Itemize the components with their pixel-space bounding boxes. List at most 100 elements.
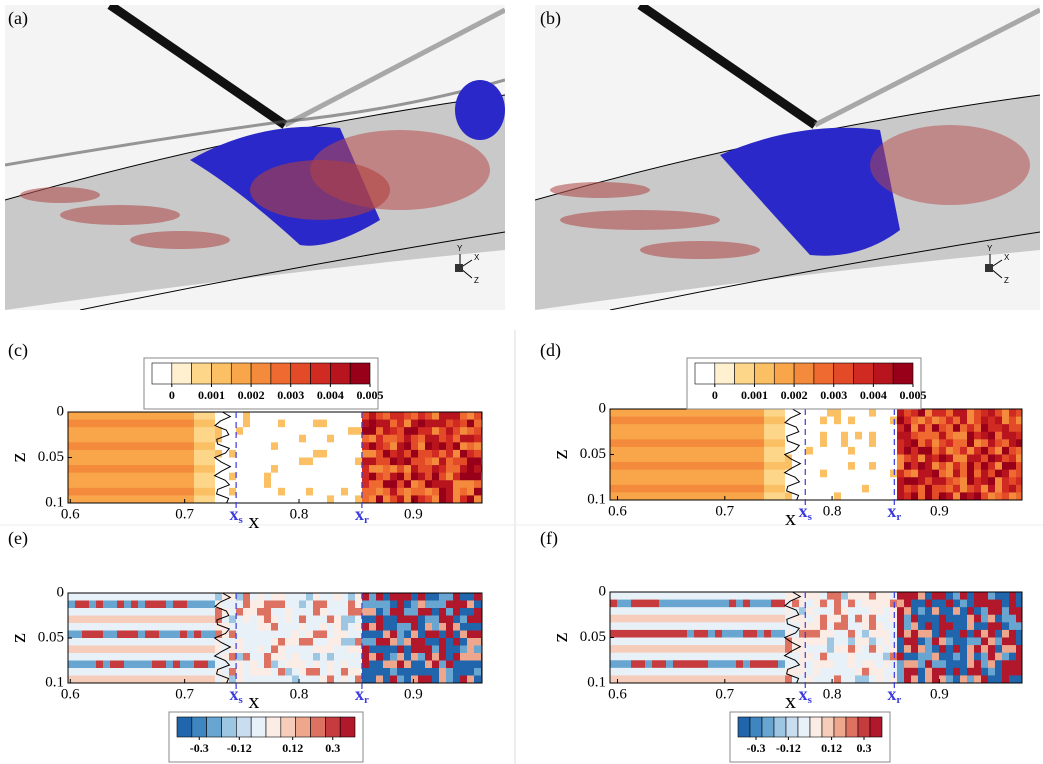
contour-cell <box>799 424 807 433</box>
contour-cell <box>925 439 933 448</box>
contour-cell <box>855 484 863 493</box>
contour-cell <box>617 652 625 661</box>
contour-cell <box>264 472 272 481</box>
contour-cell <box>764 477 772 486</box>
contour-cell <box>610 675 618 684</box>
contour-cell <box>474 653 482 661</box>
contour-cell <box>869 431 877 440</box>
contour-cell <box>229 645 237 654</box>
contour-cell <box>425 638 433 646</box>
contour-cell <box>771 629 779 638</box>
contour-cell <box>855 469 863 478</box>
contour-cell <box>988 477 996 486</box>
contour-cell <box>624 592 632 601</box>
contour-cell <box>383 630 391 639</box>
contour-cell <box>145 487 153 496</box>
contour-cell <box>418 495 426 504</box>
contour-cell <box>666 645 674 654</box>
contour-cell <box>369 480 377 489</box>
contour-cell <box>334 472 342 481</box>
contour-cell <box>862 409 870 418</box>
contour-cell <box>876 667 884 676</box>
contour-cell <box>117 442 125 451</box>
contour-cell <box>708 660 716 669</box>
contour-cell <box>460 419 468 428</box>
contour-cell <box>771 416 779 425</box>
contour-cell <box>694 431 702 440</box>
contour-cell <box>460 480 468 489</box>
contour-cell <box>166 623 174 631</box>
contour-cell <box>918 416 926 425</box>
contour-cell <box>348 668 356 676</box>
contour-cell <box>694 614 702 623</box>
contour-cell <box>680 614 688 623</box>
contour-cell <box>869 409 877 418</box>
contour-cell <box>68 412 76 421</box>
contour-cell <box>292 660 300 669</box>
contour-cell <box>1002 667 1010 676</box>
contour-cell <box>299 449 307 458</box>
contour-cell <box>82 660 90 669</box>
contour-cell <box>278 653 286 661</box>
contour-cell <box>722 652 730 661</box>
contour-cell <box>278 668 286 676</box>
contour-cell <box>110 465 118 474</box>
contour-cell <box>750 614 758 623</box>
contour-cell <box>729 424 737 433</box>
contour-cell <box>89 480 97 489</box>
contour-cell <box>617 484 625 493</box>
contour-cell <box>876 431 884 440</box>
contour-cell <box>932 660 940 669</box>
contour-cell <box>397 623 405 631</box>
contour-cell <box>439 480 447 489</box>
contour-cell <box>701 462 709 471</box>
contour-cell <box>981 469 989 478</box>
x-tick-label: 0.6 <box>608 686 627 702</box>
contour-cell <box>110 457 118 466</box>
contour-cell <box>68 615 76 624</box>
contour-cell <box>750 462 758 471</box>
contour-cell <box>631 599 639 608</box>
contour-cell <box>960 592 968 601</box>
contour-cell <box>981 409 989 418</box>
contour-cell <box>180 600 188 609</box>
contour-cell <box>638 454 646 463</box>
contour-cell <box>848 599 856 608</box>
marker-symbol: x <box>229 504 238 524</box>
contour-cell <box>736 492 744 501</box>
contour-cell <box>981 675 989 684</box>
contour-cell <box>152 668 160 676</box>
contour-cell <box>652 607 660 616</box>
contour-cell <box>981 592 989 601</box>
contour-cell <box>617 409 625 418</box>
contour-cell <box>610 652 618 661</box>
contour-cell <box>446 608 454 616</box>
contour-cell <box>201 645 209 654</box>
contour-cell <box>932 614 940 623</box>
contour-cell <box>173 600 181 609</box>
contour-cell <box>208 593 216 601</box>
contour-cell <box>474 630 482 639</box>
contour-cell <box>264 593 272 601</box>
contour-cell <box>855 462 863 471</box>
contour-cell <box>411 480 419 489</box>
contour-cell <box>932 409 940 418</box>
contour-cell <box>313 645 321 654</box>
contour-cell <box>911 675 919 684</box>
contour-cell <box>624 675 632 684</box>
contour-cell <box>764 622 772 631</box>
contour-cell <box>659 446 667 455</box>
contour-cell <box>694 675 702 684</box>
contour-cell <box>397 668 405 676</box>
marker-subscript: r <box>896 511 901 523</box>
contour-cell <box>103 480 111 489</box>
contour-cell <box>708 667 716 676</box>
contour-cell <box>271 465 279 474</box>
contour-cell <box>1002 599 1010 608</box>
contour-cell <box>799 667 807 676</box>
contour-cell <box>411 465 419 474</box>
contour-cell <box>610 492 618 501</box>
contour-cell <box>960 660 968 669</box>
contour-cell <box>474 457 482 466</box>
contour-cell <box>1016 446 1023 455</box>
